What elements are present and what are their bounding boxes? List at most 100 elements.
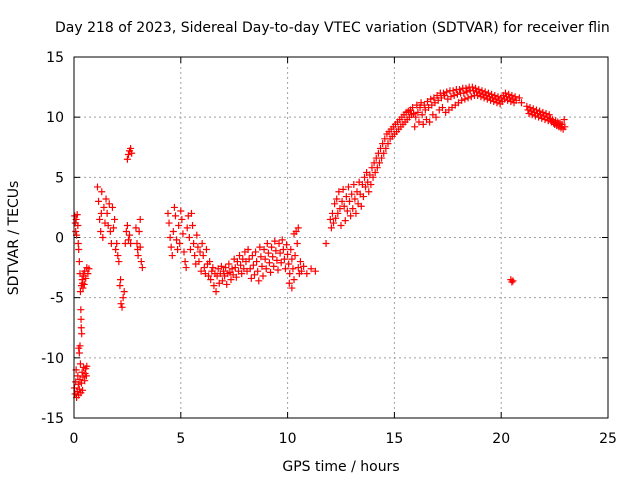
data-point xyxy=(542,110,550,118)
data-point xyxy=(177,207,185,215)
data-point xyxy=(250,271,258,279)
data-point xyxy=(272,247,280,255)
data-point xyxy=(96,215,104,223)
data-point xyxy=(170,203,178,211)
data-point xyxy=(458,96,466,104)
data-point xyxy=(248,252,256,260)
data-point xyxy=(194,243,202,251)
y-tick-label: -5 xyxy=(50,291,64,307)
data-point xyxy=(484,89,492,97)
data-point xyxy=(281,265,289,273)
y-tick-label: -15 xyxy=(41,411,64,427)
data-point xyxy=(475,85,483,93)
data-point xyxy=(267,268,275,276)
plot-frame xyxy=(73,56,609,419)
data-point xyxy=(104,221,112,229)
data-point xyxy=(74,372,82,380)
data-point xyxy=(205,272,213,280)
data-point xyxy=(114,252,122,260)
data-point xyxy=(508,278,516,286)
data-point xyxy=(198,240,206,248)
x-tick-label: 15 xyxy=(385,431,403,447)
data-point xyxy=(501,89,509,97)
data-point xyxy=(77,324,85,332)
data-point xyxy=(411,123,419,131)
data-point xyxy=(99,234,107,241)
data-point xyxy=(335,188,343,196)
y-tick-label: 5 xyxy=(55,170,64,186)
data-point xyxy=(338,197,346,205)
data-point xyxy=(494,93,502,101)
data-point xyxy=(453,90,461,98)
data-point xyxy=(244,246,252,254)
data-point xyxy=(561,123,569,131)
data-point xyxy=(415,118,423,126)
data-point xyxy=(110,224,118,232)
data-point xyxy=(359,193,367,201)
data-point xyxy=(128,149,136,157)
data-point xyxy=(124,150,132,158)
data-point xyxy=(330,219,338,227)
data-point xyxy=(288,255,296,263)
data-point xyxy=(97,227,105,235)
data-point xyxy=(426,118,434,126)
data-point xyxy=(133,240,141,248)
data-point xyxy=(78,368,86,376)
data-point xyxy=(351,195,359,203)
data-point xyxy=(202,246,210,254)
data-point xyxy=(331,200,339,208)
data-point xyxy=(269,253,277,261)
data-point xyxy=(464,94,472,102)
data-point xyxy=(74,221,82,229)
data-point xyxy=(523,102,531,110)
data-point xyxy=(303,270,311,278)
data-point xyxy=(98,188,106,196)
data-point xyxy=(515,94,523,102)
data-point xyxy=(414,108,422,116)
data-point xyxy=(509,277,517,285)
data-point xyxy=(105,200,113,208)
data-point xyxy=(246,265,254,273)
data-point xyxy=(217,262,225,270)
data-point xyxy=(307,265,315,273)
data-point xyxy=(137,258,145,266)
data-point xyxy=(207,276,215,284)
x-axis-label: GPS time / hours xyxy=(282,459,399,475)
data-point xyxy=(357,202,365,210)
data-point xyxy=(287,246,295,254)
data-point xyxy=(511,93,519,101)
data-point xyxy=(456,85,464,93)
data-point xyxy=(249,261,257,269)
data-point xyxy=(460,89,468,97)
data-point xyxy=(275,240,283,248)
data-point xyxy=(77,282,85,290)
data-point xyxy=(228,265,236,273)
y-tick-label: 0 xyxy=(55,231,64,247)
data-point xyxy=(123,221,131,229)
data-point xyxy=(416,104,424,112)
y-tick-labels: -15 -10 -5 0 5 10 15 xyxy=(41,50,64,427)
data-point xyxy=(441,92,449,100)
data-point xyxy=(311,267,319,275)
data-point xyxy=(245,255,253,263)
data-point xyxy=(463,88,471,96)
data-point xyxy=(78,330,86,338)
x-tick-label: 25 xyxy=(599,431,617,447)
chart-title: Day 218 of 2023, Sidereal Day-to-day VTE… xyxy=(55,20,610,36)
data-point xyxy=(268,243,276,251)
data-point xyxy=(233,258,241,266)
data-point xyxy=(165,219,173,227)
data-point xyxy=(467,93,475,101)
data-point xyxy=(138,264,146,272)
data-point xyxy=(332,214,340,222)
data-point xyxy=(209,264,217,272)
data-point xyxy=(77,315,85,323)
data-point xyxy=(190,240,198,248)
data-point xyxy=(322,240,330,248)
data-point xyxy=(108,203,116,211)
data-point xyxy=(171,212,179,220)
data-point xyxy=(294,264,302,272)
data-point xyxy=(427,95,435,103)
data-point xyxy=(264,249,272,257)
x-tick-label: 0 xyxy=(70,431,79,447)
